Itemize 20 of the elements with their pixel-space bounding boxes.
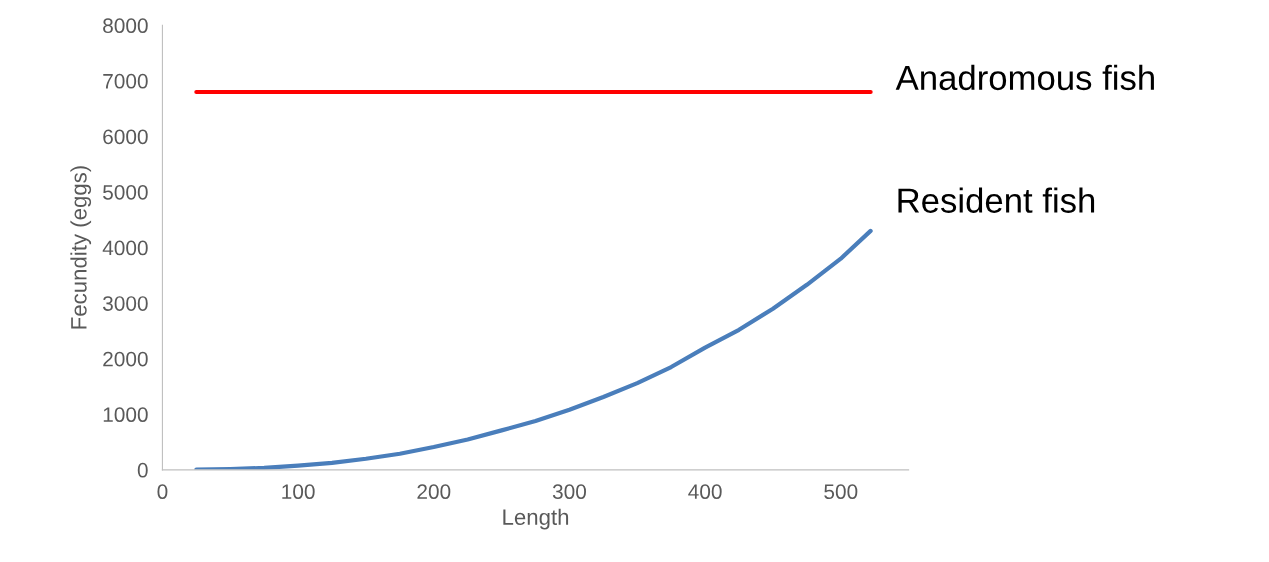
y-tick-label: 8000: [103, 18, 148, 34]
y-tick-label: 3000: [103, 296, 148, 311]
y-tick-label: 1000: [103, 407, 148, 423]
x-axis-title: Length: [503, 508, 569, 530]
x-tick-label: 300: [552, 484, 586, 500]
x-tick-label: 200: [417, 484, 451, 500]
y-tick-label: 2000: [103, 351, 148, 367]
y-tick-label: 4000: [102, 240, 148, 256]
x-tick-label: 500: [824, 484, 858, 500]
x-tick-label: 100: [282, 484, 315, 500]
y-tick-label: 6000: [103, 129, 148, 145]
x-tick-label: 400: [688, 484, 722, 500]
line-series: [194, 228, 873, 470]
x-tick-label: 0: [157, 484, 168, 500]
y-tick-label: 7000: [103, 73, 148, 89]
series-label: Anadromous fish: [895, 64, 1154, 91]
y-tick-label: 5000: [103, 184, 148, 200]
y-axis-title: Fecundity (eggs): [70, 166, 92, 329]
y-tick-label: 0: [137, 462, 148, 478]
series-label: Resident fish: [898, 187, 1095, 213]
